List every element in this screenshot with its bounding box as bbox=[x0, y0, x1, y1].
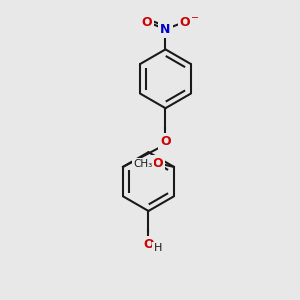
Text: H: H bbox=[154, 243, 162, 253]
Text: O: O bbox=[180, 16, 190, 29]
Text: O: O bbox=[143, 238, 154, 250]
Text: −: − bbox=[191, 13, 199, 23]
Text: O: O bbox=[152, 157, 163, 170]
Text: O: O bbox=[160, 135, 171, 148]
Text: CH₃: CH₃ bbox=[133, 159, 153, 169]
Text: N: N bbox=[160, 23, 171, 36]
Text: O: O bbox=[142, 16, 152, 29]
